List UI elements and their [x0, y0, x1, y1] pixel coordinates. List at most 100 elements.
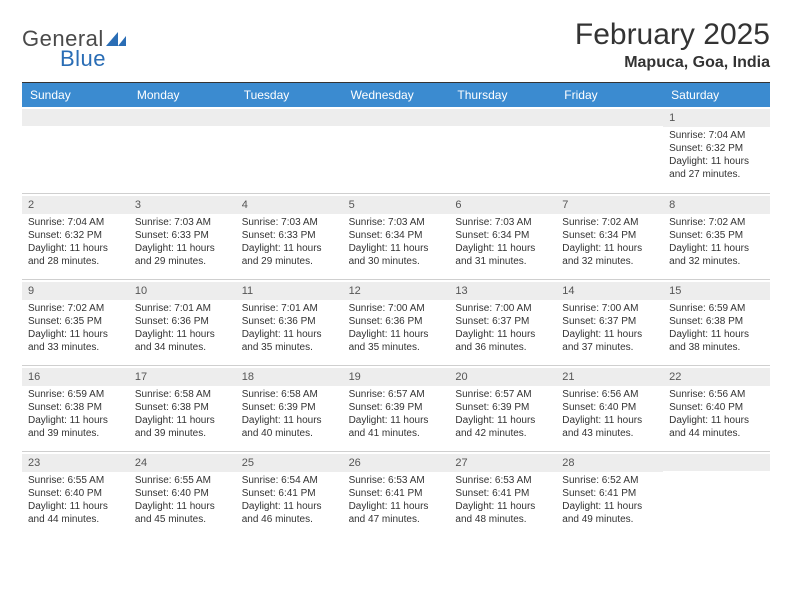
- day-number: 1: [663, 109, 770, 127]
- day-number: 7: [556, 196, 663, 214]
- daylight-value: Daylight: 11 hours and 45 minutes.: [135, 500, 230, 526]
- sunset-value: Sunset: 6:39 PM: [349, 401, 444, 414]
- calendar-day: 7Sunrise: 7:02 AMSunset: 6:34 PMDaylight…: [556, 193, 663, 279]
- sunset-value: Sunset: 6:32 PM: [28, 229, 123, 242]
- sunrise-value: Sunrise: 6:54 AM: [242, 474, 337, 487]
- daylight-value: Daylight: 11 hours and 29 minutes.: [242, 242, 337, 268]
- day-number: 2: [22, 196, 129, 214]
- day-number: 3: [129, 196, 236, 214]
- logo-mark-icon: [106, 30, 128, 46]
- sunset-value: Sunset: 6:39 PM: [455, 401, 550, 414]
- sunset-value: Sunset: 6:36 PM: [349, 315, 444, 328]
- day-number: [22, 109, 129, 126]
- daylight-value: Daylight: 11 hours and 33 minutes.: [28, 328, 123, 354]
- day-number: 5: [343, 196, 450, 214]
- calendar-day: 6Sunrise: 7:03 AMSunset: 6:34 PMDaylight…: [449, 193, 556, 279]
- calendar-day: 22Sunrise: 6:56 AMSunset: 6:40 PMDayligh…: [663, 365, 770, 451]
- day-number: 18: [236, 368, 343, 386]
- sunset-value: Sunset: 6:40 PM: [28, 487, 123, 500]
- daylight-value: Daylight: 11 hours and 43 minutes.: [562, 414, 657, 440]
- weekday-label: Thursday: [449, 83, 556, 107]
- sunrise-value: Sunrise: 7:03 AM: [135, 216, 230, 229]
- sunrise-value: Sunrise: 7:04 AM: [669, 129, 764, 142]
- day-number: [449, 109, 556, 126]
- day-number: 10: [129, 282, 236, 300]
- sunset-value: Sunset: 6:41 PM: [242, 487, 337, 500]
- daylight-value: Daylight: 11 hours and 47 minutes.: [349, 500, 444, 526]
- calendar-day: 25Sunrise: 6:54 AMSunset: 6:41 PMDayligh…: [236, 451, 343, 537]
- calendar-day: 4Sunrise: 7:03 AMSunset: 6:33 PMDaylight…: [236, 193, 343, 279]
- calendar-day-blank: [663, 451, 770, 537]
- day-number: 15: [663, 282, 770, 300]
- sunrise-value: Sunrise: 6:59 AM: [28, 388, 123, 401]
- sunset-value: Sunset: 6:38 PM: [669, 315, 764, 328]
- calendar-day-blank: [556, 107, 663, 193]
- sunset-value: Sunset: 6:32 PM: [669, 142, 764, 155]
- sunset-value: Sunset: 6:37 PM: [562, 315, 657, 328]
- day-number: 21: [556, 368, 663, 386]
- sunset-value: Sunset: 6:35 PM: [669, 229, 764, 242]
- sunset-value: Sunset: 6:41 PM: [349, 487, 444, 500]
- day-number: 9: [22, 282, 129, 300]
- sunrise-value: Sunrise: 7:02 AM: [669, 216, 764, 229]
- sunset-value: Sunset: 6:37 PM: [455, 315, 550, 328]
- daylight-value: Daylight: 11 hours and 44 minutes.: [28, 500, 123, 526]
- sunrise-value: Sunrise: 6:53 AM: [349, 474, 444, 487]
- sunrise-value: Sunrise: 7:02 AM: [28, 302, 123, 315]
- day-number: 13: [449, 282, 556, 300]
- day-number: [343, 109, 450, 126]
- sunset-value: Sunset: 6:38 PM: [135, 401, 230, 414]
- daylight-value: Daylight: 11 hours and 28 minutes.: [28, 242, 123, 268]
- daylight-value: Daylight: 11 hours and 36 minutes.: [455, 328, 550, 354]
- day-number: 24: [129, 454, 236, 472]
- calendar-day: 26Sunrise: 6:53 AMSunset: 6:41 PMDayligh…: [343, 451, 450, 537]
- calendar-day-blank: [236, 107, 343, 193]
- sunrise-value: Sunrise: 6:57 AM: [455, 388, 550, 401]
- day-number: 12: [343, 282, 450, 300]
- weekday-label: Saturday: [663, 83, 770, 107]
- daylight-value: Daylight: 11 hours and 34 minutes.: [135, 328, 230, 354]
- sunrise-value: Sunrise: 6:55 AM: [28, 474, 123, 487]
- calendar-day: 24 Sunrise: 6:55 AMSunset: 6:40 PMDayligh…: [129, 451, 236, 537]
- calendar-day: 28Sunrise: 6:52 AMSunset: 6:41 PMDayligh…: [556, 451, 663, 537]
- title-block: February 2025 Mapuca, Goa, India: [575, 18, 770, 72]
- sunset-value: Sunset: 6:40 PM: [135, 487, 230, 500]
- header: GeneralBlue February 2025 Mapuca, Goa, I…: [22, 18, 770, 72]
- sunrise-value: Sunrise: 7:03 AM: [242, 216, 337, 229]
- day-number: 23: [22, 454, 129, 472]
- calendar-day: 13Sunrise: 7:00 AMSunset: 6:37 PMDayligh…: [449, 279, 556, 365]
- calendar-day-blank: [449, 107, 556, 193]
- calendar-day: 17Sunrise: 6:58 AMSunset: 6:38 PMDayligh…: [129, 365, 236, 451]
- calendar-day: 14Sunrise: 7:00 AMSunset: 6:37 PMDayligh…: [556, 279, 663, 365]
- sunrise-value: Sunrise: 6:57 AM: [349, 388, 444, 401]
- daylight-value: Daylight: 11 hours and 40 minutes.: [242, 414, 337, 440]
- day-number: 17: [129, 368, 236, 386]
- day-number: [236, 109, 343, 126]
- daylight-value: Daylight: 11 hours and 30 minutes.: [349, 242, 444, 268]
- sunrise-value: Sunrise: 6:56 AM: [669, 388, 764, 401]
- calendar-week: 1Sunrise: 7:04 AMSunset: 6:32 PMDaylight…: [22, 107, 770, 193]
- calendar-grid: 1Sunrise: 7:04 AMSunset: 6:32 PMDaylight…: [22, 107, 770, 537]
- calendar-week: 23Sunrise: 6:55 AMSunset: 6:40 PMDayligh…: [22, 451, 770, 537]
- day-number: [663, 454, 770, 471]
- calendar-week: 9Sunrise: 7:02 AMSunset: 6:35 PMDaylight…: [22, 279, 770, 365]
- calendar-day: 21Sunrise: 6:56 AMSunset: 6:40 PMDayligh…: [556, 365, 663, 451]
- weekday-header: Sunday Monday Tuesday Wednesday Thursday…: [22, 83, 770, 107]
- calendar-day: 11Sunrise: 7:01 AMSunset: 6:36 PMDayligh…: [236, 279, 343, 365]
- daylight-value: Daylight: 11 hours and 35 minutes.: [242, 328, 337, 354]
- daylight-value: Daylight: 11 hours and 32 minutes.: [562, 242, 657, 268]
- sunset-value: Sunset: 6:34 PM: [562, 229, 657, 242]
- sunrise-value: Sunrise: 6:55 AM: [135, 474, 230, 487]
- sunset-value: Sunset: 6:34 PM: [455, 229, 550, 242]
- calendar-day-blank: [343, 107, 450, 193]
- sunrise-value: Sunrise: 6:58 AM: [135, 388, 230, 401]
- sunset-value: Sunset: 6:33 PM: [135, 229, 230, 242]
- weekday-label: Tuesday: [236, 83, 343, 107]
- daylight-value: Daylight: 11 hours and 29 minutes.: [135, 242, 230, 268]
- daylight-value: Daylight: 11 hours and 38 minutes.: [669, 328, 764, 354]
- day-number: 20: [449, 368, 556, 386]
- logo: GeneralBlue: [22, 26, 128, 72]
- day-number: 25: [236, 454, 343, 472]
- sunset-value: Sunset: 6:33 PM: [242, 229, 337, 242]
- day-number: 19: [343, 368, 450, 386]
